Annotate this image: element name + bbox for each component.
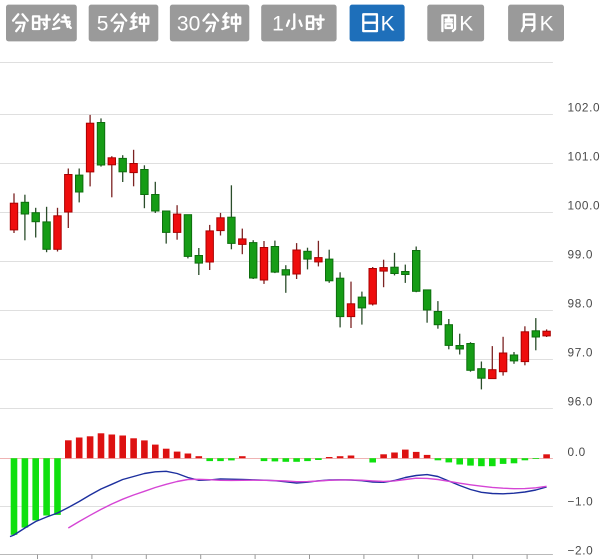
- svg-text:K: K: [459, 13, 473, 36]
- svg-text:101.0: 101.0: [568, 149, 601, 163]
- svg-text:98.0: 98.0: [568, 297, 594, 311]
- svg-text:97.0: 97.0: [568, 346, 594, 360]
- svg-text:K: K: [381, 13, 395, 36]
- svg-text:−1.0: −1.0: [568, 494, 594, 508]
- svg-text:5: 5: [97, 13, 109, 36]
- svg-text:1: 1: [272, 13, 284, 36]
- svg-text:99.0: 99.0: [568, 247, 594, 261]
- svg-text:K: K: [540, 13, 554, 36]
- svg-text:3: 3: [177, 13, 189, 36]
- svg-text:0.0: 0.0: [568, 445, 586, 459]
- svg-text:102.0: 102.0: [568, 100, 601, 114]
- svg-text:−2.0: −2.0: [568, 544, 594, 558]
- svg-text:100.0: 100.0: [568, 198, 601, 212]
- svg-text:96.0: 96.0: [568, 395, 594, 409]
- svg-text:0: 0: [189, 13, 201, 36]
